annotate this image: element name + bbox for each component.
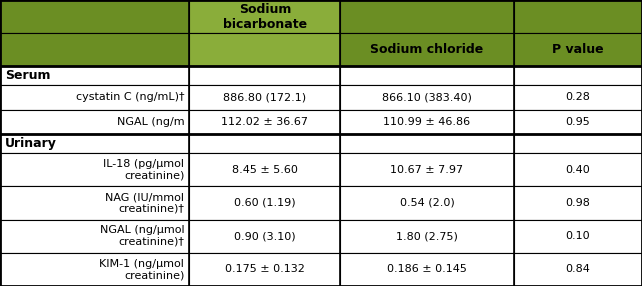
Bar bbox=[340, 0, 514, 33]
Text: 0.90 (3.10): 0.90 (3.10) bbox=[234, 231, 295, 241]
Text: 0.28: 0.28 bbox=[566, 92, 590, 102]
Bar bbox=[514, 110, 642, 134]
Text: 0.10: 0.10 bbox=[566, 231, 590, 241]
Bar bbox=[340, 153, 514, 186]
Text: 1.80 (2.75): 1.80 (2.75) bbox=[396, 231, 458, 241]
Bar bbox=[0, 85, 189, 110]
Text: 110.99 ± 46.86: 110.99 ± 46.86 bbox=[383, 117, 471, 127]
Bar bbox=[0, 134, 189, 153]
Text: P value: P value bbox=[552, 43, 603, 56]
Text: 8.45 ± 5.60: 8.45 ± 5.60 bbox=[232, 165, 298, 175]
Text: 0.84: 0.84 bbox=[566, 264, 590, 274]
Bar bbox=[340, 85, 514, 110]
Bar bbox=[514, 85, 642, 110]
Bar bbox=[0, 110, 189, 134]
Bar bbox=[514, 0, 642, 33]
Bar bbox=[189, 134, 340, 153]
Bar bbox=[340, 66, 514, 85]
Bar bbox=[0, 33, 189, 66]
Bar bbox=[189, 66, 340, 85]
Text: 0.95: 0.95 bbox=[566, 117, 590, 127]
Text: NAG (IU/mmol
creatinine)†: NAG (IU/mmol creatinine)† bbox=[105, 192, 184, 214]
Bar bbox=[514, 220, 642, 253]
Bar bbox=[189, 186, 340, 220]
Bar bbox=[0, 153, 189, 186]
Text: 0.40: 0.40 bbox=[566, 165, 590, 175]
Text: 866.10 (383.40): 866.10 (383.40) bbox=[382, 92, 472, 102]
Bar bbox=[340, 253, 514, 286]
Text: 0.60 (1.19): 0.60 (1.19) bbox=[234, 198, 295, 208]
Bar bbox=[514, 33, 642, 66]
Text: Urinary: Urinary bbox=[5, 137, 57, 150]
Bar bbox=[340, 220, 514, 253]
Text: 0.98: 0.98 bbox=[566, 198, 590, 208]
Text: 0.175 ± 0.132: 0.175 ± 0.132 bbox=[225, 264, 305, 274]
Text: NGAL (ng/μmol
creatinine)†: NGAL (ng/μmol creatinine)† bbox=[100, 225, 184, 247]
Bar bbox=[340, 186, 514, 220]
Bar bbox=[0, 220, 189, 253]
Bar bbox=[514, 253, 642, 286]
Bar bbox=[189, 33, 340, 66]
Text: 10.67 ± 7.97: 10.67 ± 7.97 bbox=[390, 165, 464, 175]
Bar bbox=[0, 66, 189, 85]
Bar bbox=[189, 0, 340, 33]
Bar bbox=[514, 134, 642, 153]
Bar bbox=[0, 0, 189, 33]
Bar bbox=[0, 253, 189, 286]
Text: Sodium
bicarbonate: Sodium bicarbonate bbox=[223, 3, 307, 31]
Bar bbox=[340, 33, 514, 66]
Text: Sodium chloride: Sodium chloride bbox=[370, 43, 483, 56]
Bar bbox=[514, 153, 642, 186]
Text: NGAL (ng/m: NGAL (ng/m bbox=[117, 117, 184, 127]
Text: 886.80 (172.1): 886.80 (172.1) bbox=[223, 92, 306, 102]
Bar bbox=[189, 110, 340, 134]
Bar bbox=[189, 253, 340, 286]
Text: 0.186 ± 0.145: 0.186 ± 0.145 bbox=[387, 264, 467, 274]
Bar bbox=[340, 134, 514, 153]
Text: Serum: Serum bbox=[5, 69, 51, 82]
Text: IL-18 (pg/μmol
creatinine): IL-18 (pg/μmol creatinine) bbox=[103, 159, 184, 180]
Text: KIM-1 (ng/μmol
creatinine): KIM-1 (ng/μmol creatinine) bbox=[100, 259, 184, 280]
Bar bbox=[514, 66, 642, 85]
Text: 112.02 ± 36.67: 112.02 ± 36.67 bbox=[221, 117, 308, 127]
Bar bbox=[0, 186, 189, 220]
Bar bbox=[189, 153, 340, 186]
Bar bbox=[189, 85, 340, 110]
Bar bbox=[514, 186, 642, 220]
Bar bbox=[189, 220, 340, 253]
Text: 0.54 (2.0): 0.54 (2.0) bbox=[399, 198, 455, 208]
Text: cystatin C (ng/mL)†: cystatin C (ng/mL)† bbox=[76, 92, 184, 102]
Bar bbox=[340, 110, 514, 134]
